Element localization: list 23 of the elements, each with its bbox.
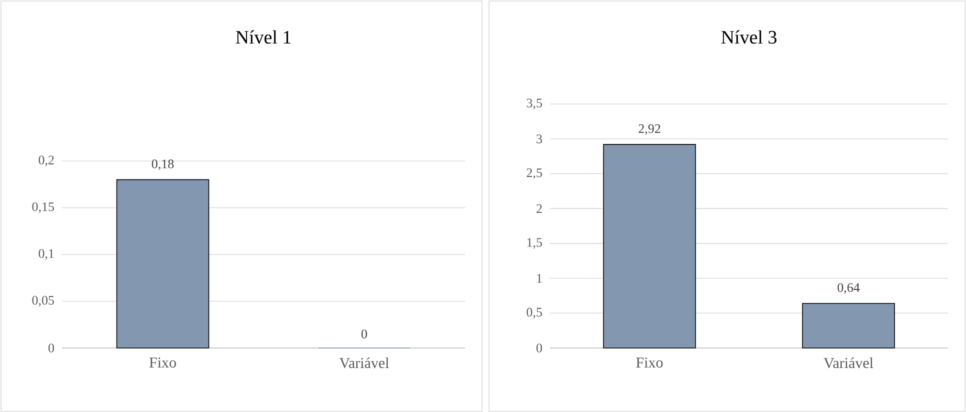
x-tick-label: Fixo — [636, 358, 663, 368]
y-tick-label: 0 — [536, 344, 542, 352]
y-tick-label: 1 — [537, 274, 542, 283]
y-tick-label: 0 — [48, 344, 54, 352]
data-label: 0,64 — [838, 283, 860, 294]
x-tick-label: Fixo — [149, 358, 176, 368]
x-tick-label: Variável — [824, 358, 874, 368]
chart-title: Nível 3 — [721, 30, 776, 44]
y-tick-label: 3 — [536, 134, 542, 144]
y-tick-label: 0,1 — [38, 249, 54, 260]
data-label: 2,92 — [638, 124, 660, 135]
y-tick-label: 2 — [536, 204, 542, 213]
data-label: 0,18 — [152, 160, 174, 170]
y-tick-label: 0,5 — [526, 308, 542, 318]
y-tick-label: 2,5 — [526, 168, 542, 180]
x-tick-label: Variável — [339, 358, 389, 368]
y-tick-label: 0,15 — [32, 202, 54, 214]
chart-title: Nível 1 — [236, 30, 291, 44]
data-label: 0 — [362, 330, 368, 338]
y-tick-label: 3,5 — [526, 98, 542, 110]
y-tick-label: 0,2 — [38, 156, 54, 166]
y-tick-label: 1,5 — [527, 238, 542, 249]
y-tick-label: 0,05 — [32, 296, 54, 307]
